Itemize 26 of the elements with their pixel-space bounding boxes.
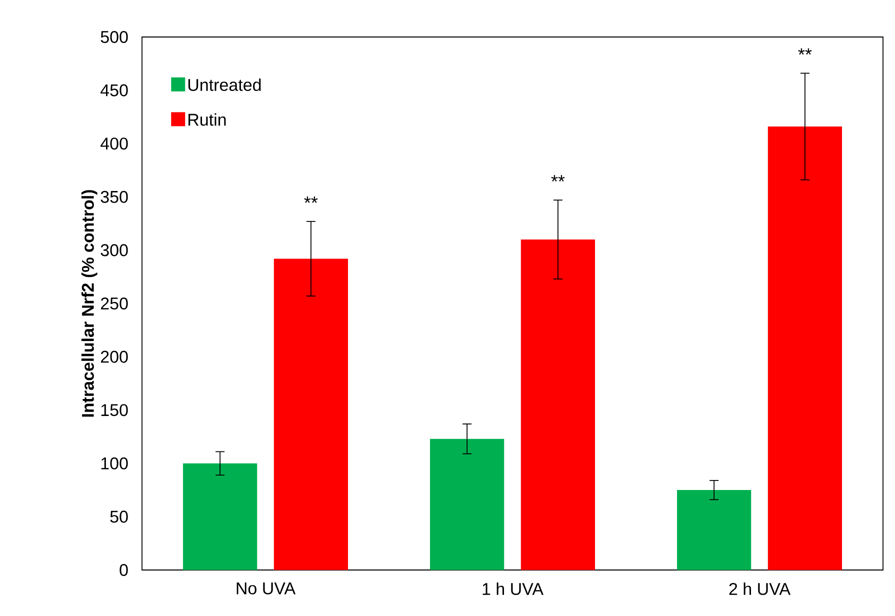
bar: [677, 490, 752, 570]
x-tick-label: 2 h UVA: [729, 582, 791, 596]
y-axis-title: Intracellular Nrf2 (% control): [81, 190, 98, 417]
x-tick-label: No UVA: [236, 582, 296, 594]
y-tick-label: 500: [100, 30, 128, 44]
annotation: **: [798, 48, 812, 55]
bar: [430, 438, 504, 570]
bar: [274, 258, 348, 570]
bar: [520, 240, 596, 570]
y-tick-label: 100: [101, 457, 128, 470]
annotation: **: [304, 196, 318, 203]
bar: [768, 126, 842, 570]
y-tick-label: 200: [100, 350, 128, 363]
y-tick-label: 150: [101, 404, 128, 416]
y-tick-label: 50: [110, 510, 128, 523]
legend-label: Rutin: [188, 113, 226, 126]
y-tick-label: 250: [100, 297, 128, 310]
y-tick-label: 350: [100, 190, 128, 203]
y-tick-label: 450: [100, 84, 128, 96]
legend-label: Untreated: [188, 78, 261, 91]
y-tick-label: 400: [100, 138, 128, 150]
y-tick-label: 300: [100, 244, 128, 256]
y-tick-label: 0: [120, 564, 128, 576]
x-tick-label: 1 h UVA: [482, 582, 544, 596]
annotation: **: [551, 175, 565, 182]
bar: [183, 463, 258, 570]
